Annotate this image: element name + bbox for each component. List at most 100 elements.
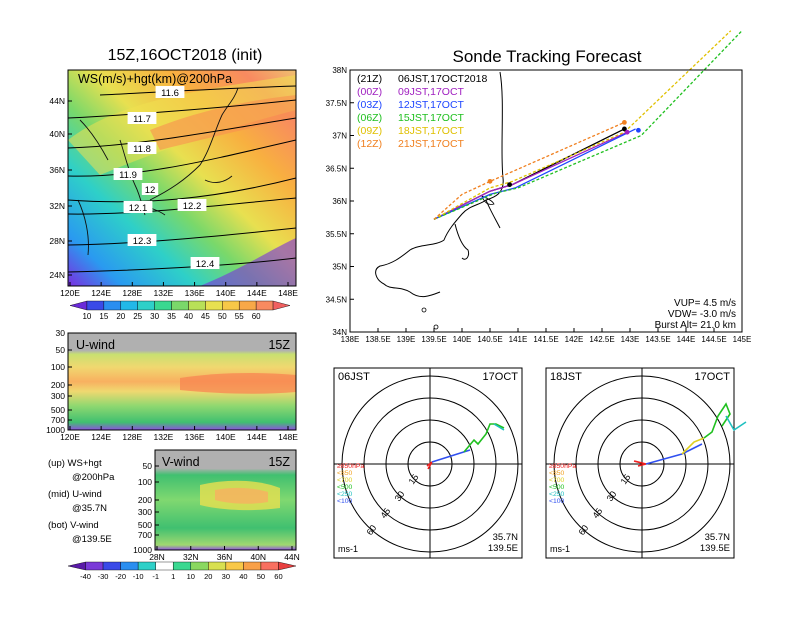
colorbar-swatch bbox=[255, 300, 274, 311]
colorbar-tick-label: 45 bbox=[201, 312, 210, 321]
y-tick-label: 37.5N bbox=[326, 99, 348, 108]
track-legend-time: 06JST,17OCT2018 bbox=[398, 73, 487, 85]
colorbar-tick-label: -10 bbox=[133, 572, 144, 581]
right-title: Sonde Tracking Forecast bbox=[453, 47, 642, 66]
uwind-x-ticks: 120E 124E 128E 132E 136E 140E 144E 148E bbox=[60, 426, 298, 442]
legend-note-line1: (bot) V-wind bbox=[48, 520, 99, 531]
track-series-line bbox=[433, 30, 732, 220]
colorbar-swatch bbox=[102, 561, 121, 571]
uwind-frame bbox=[67, 332, 297, 431]
contour-label-bg bbox=[123, 201, 153, 213]
y-tick-label: 36.5N bbox=[326, 164, 348, 173]
burst-point bbox=[622, 126, 627, 132]
track-series-line bbox=[433, 30, 743, 220]
contour-label: 12.4 bbox=[196, 259, 215, 270]
colorbar-swatch bbox=[239, 300, 257, 311]
hodograph-trace bbox=[681, 437, 705, 455]
y-tick-label: 36N bbox=[332, 197, 347, 206]
colorbar-swatch bbox=[120, 561, 139, 571]
contour-line bbox=[67, 227, 297, 246]
hodograph-ring-label: 30 bbox=[605, 489, 619, 503]
hodograph-trace bbox=[463, 423, 505, 453]
contour-line bbox=[99, 85, 297, 96]
colorbar-swatch bbox=[205, 300, 223, 311]
x-tick-label: 143E bbox=[621, 335, 640, 344]
colorbar-tick-label: 40 bbox=[239, 572, 247, 581]
hodograph-trace bbox=[493, 423, 505, 431]
track-legend-zulu: (06Z) bbox=[357, 112, 382, 124]
hodograph-time: 18JST bbox=[550, 371, 582, 383]
y-tick-label: 100 bbox=[51, 362, 65, 372]
x-tick-label: 144E bbox=[677, 335, 696, 344]
contour-label: 12 bbox=[145, 185, 156, 196]
x-tick-label: 140E bbox=[216, 432, 236, 442]
track-legend-time: 12JST,17OCT bbox=[398, 99, 465, 111]
colorbar-tick-label: 60 bbox=[274, 572, 282, 581]
y-tick-label: 200 bbox=[51, 380, 65, 390]
x-tick-label: 144E bbox=[247, 432, 267, 442]
hodograph-level-label: <500 bbox=[337, 484, 353, 491]
colorbar-tick-label: 55 bbox=[235, 312, 244, 321]
colorbar-tick-label: 10 bbox=[187, 572, 195, 581]
hodograph-level-label: ≥850hPa bbox=[337, 463, 364, 470]
burst-point bbox=[507, 182, 512, 188]
uwind-title: U-wind bbox=[76, 338, 115, 352]
y-tick-label: 24N bbox=[49, 270, 65, 280]
burst-point bbox=[622, 120, 627, 125]
ws-map-panel: 11.6 11.7 11.8 11.9 12 12.1 12.2 12.3 12.4 WS(m/… bbox=[49, 69, 298, 298]
colorbar-swatch bbox=[154, 300, 172, 311]
hodograph-ring-label: 15 bbox=[407, 472, 421, 486]
hodograph-level-label: <100 bbox=[549, 498, 565, 505]
colorbar-swatch bbox=[208, 561, 227, 571]
contour-label: 11.9 bbox=[119, 170, 137, 181]
track-param: VDW= -3.0 m/s bbox=[668, 309, 736, 320]
contour-line bbox=[67, 139, 297, 177]
y-tick-label: 37N bbox=[332, 132, 347, 141]
hodograph-ring-label: 30 bbox=[393, 489, 407, 503]
legend-note-line1: (mid) U-wind bbox=[48, 489, 102, 500]
contour-line bbox=[67, 177, 297, 203]
x-tick-label: 44N bbox=[284, 552, 300, 562]
y-tick-label: 700 bbox=[51, 415, 65, 425]
colorbar-tick-label: 30 bbox=[222, 572, 230, 581]
colorbar-tick-label: 35 bbox=[167, 312, 176, 321]
y-tick-label: 35N bbox=[332, 263, 347, 272]
x-tick-label: 136E bbox=[185, 288, 205, 298]
panel-legend-notes: (up) WS+hgt @200hPa (mid) U-wind @35.7N (bot… bbox=[48, 458, 115, 545]
colorbar-swatch bbox=[171, 300, 189, 311]
hodograph-unit: ms-1 bbox=[550, 544, 570, 554]
colorbar-swatch bbox=[188, 300, 206, 311]
hodograph-level-label: <250 bbox=[549, 491, 565, 498]
track-param: VUP= 4.5 m/s bbox=[674, 298, 736, 309]
contour-labels: 11.6 11.7 11.8 11.9 12 12.1 12.2 12.3 12.4 bbox=[113, 86, 220, 270]
x-tick-label: 28N bbox=[149, 552, 165, 562]
x-tick-label: 132E bbox=[153, 432, 173, 442]
track-legend-zulu: (21Z) bbox=[357, 73, 382, 85]
y-tick-label: 34.5N bbox=[326, 295, 348, 304]
hodograph-level-label: <850 bbox=[337, 470, 353, 477]
y-tick-label: 32N bbox=[49, 201, 65, 211]
colorbar-swatch bbox=[272, 300, 291, 311]
y-tick-label: 300 bbox=[138, 507, 152, 517]
contour-label-bg bbox=[190, 257, 220, 269]
x-tick-label: 40N bbox=[250, 552, 266, 562]
contour-label-bg bbox=[177, 199, 207, 211]
x-tick-label: 148E bbox=[278, 432, 298, 442]
contour-label-bg bbox=[113, 168, 143, 180]
colorbar-swatch bbox=[155, 561, 174, 571]
x-tick-label: 138.5E bbox=[365, 335, 390, 344]
contour-line bbox=[67, 99, 297, 119]
track-legend-zulu: (12Z) bbox=[357, 138, 382, 150]
colorbar-swatch bbox=[137, 561, 156, 571]
y-tick-label: 50 bbox=[143, 461, 153, 471]
colorbar-tick-label: 20 bbox=[204, 572, 212, 581]
colorbar-swatch bbox=[67, 561, 86, 571]
hodograph-level-label: ≥850hPa bbox=[549, 463, 576, 470]
contour-label-bg bbox=[127, 234, 157, 246]
vwind-x-ticks: 28N 32N 36N 40N 44N bbox=[149, 546, 300, 562]
contour-label: 12.2 bbox=[183, 201, 202, 212]
